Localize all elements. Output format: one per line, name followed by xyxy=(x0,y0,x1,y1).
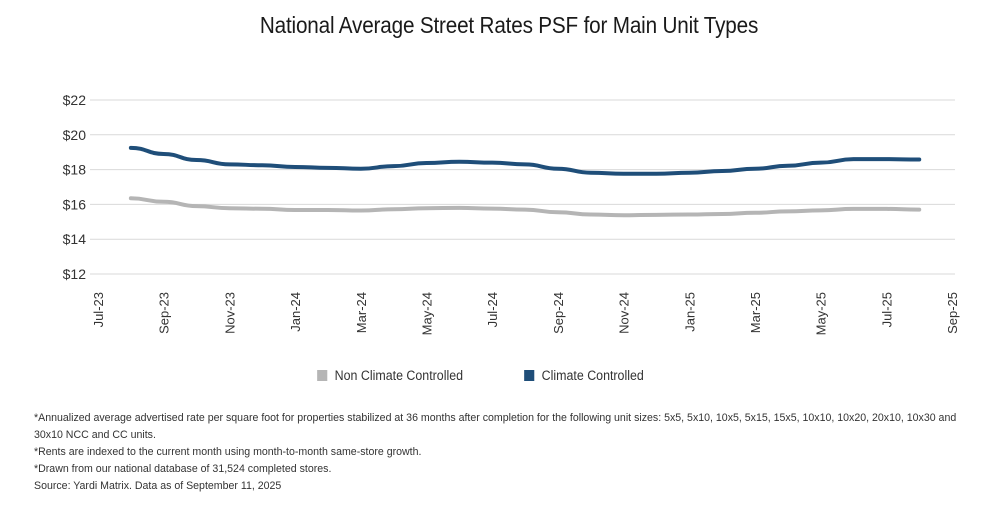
x-tick-label: Jul-23 xyxy=(91,292,106,327)
legend-swatch-ncc xyxy=(317,370,328,381)
cc-point-Oct-23 xyxy=(195,158,199,162)
ncc-point-Feb-24 xyxy=(326,208,330,212)
legend: Non Climate Controlled Climate Controlle… xyxy=(38,368,956,388)
x-tick-label: Nov-24 xyxy=(617,292,632,334)
x-tick-label: Jul-25 xyxy=(879,292,894,327)
legend-item-climate-controlled: Climate Controlled xyxy=(524,368,644,383)
legend-item-non-climate-controlled: Non Climate Controlled xyxy=(317,368,463,383)
x-tick-label: May-25 xyxy=(814,292,829,335)
x-tick-label: Mar-24 xyxy=(354,292,369,333)
ncc-point-Apr-24 xyxy=(392,207,396,211)
ncc-point-Jul-25 xyxy=(884,207,888,211)
cc-point-Aug-25 xyxy=(917,158,921,162)
ncc-point-Aug-24 xyxy=(523,208,527,212)
ncc-point-Jan-25 xyxy=(687,212,691,216)
ncc-point-May-25 xyxy=(819,208,823,212)
ncc-point-Jul-24 xyxy=(490,207,494,211)
x-tick-label: Jul-24 xyxy=(485,292,500,327)
cc-point-Aug-23 xyxy=(129,146,133,150)
ncc-point-Oct-24 xyxy=(589,212,593,216)
ncc-point-Jan-24 xyxy=(293,208,297,212)
cc-point-Aug-24 xyxy=(523,162,527,166)
y-tick-label: $12 xyxy=(63,266,87,282)
cc-point-Jan-24 xyxy=(293,165,297,169)
x-tick-label: Jan-24 xyxy=(288,292,303,332)
cc-point-Feb-25 xyxy=(720,169,724,173)
ncc-point-Aug-23 xyxy=(129,196,133,200)
series-line-non-climate-controlled xyxy=(128,196,922,218)
cc-point-Apr-25 xyxy=(786,164,790,168)
legend-label-cc: Climate Controlled xyxy=(541,368,644,383)
x-tick-label: Sep-24 xyxy=(551,292,566,334)
ncc-point-Mar-24 xyxy=(359,208,363,212)
cc-point-Sep-24 xyxy=(556,167,560,171)
footnotes: *Annualized average advertised rate per … xyxy=(34,410,974,495)
ncc-point-Aug-25 xyxy=(917,208,921,212)
cc-point-Jan-25 xyxy=(687,171,691,175)
cc-point-Apr-24 xyxy=(392,164,396,168)
chart-title: National Average Street Rates PSF for Ma… xyxy=(259,12,759,38)
cc-point-Mar-24 xyxy=(359,167,363,171)
footnote-unit-sizes: *Annualized average advertised rate per … xyxy=(34,412,957,441)
cc-point-Jul-25 xyxy=(884,157,888,161)
ncc-point-Oct-23 xyxy=(195,204,199,208)
footnote-database: *Drawn from our national database of 31,… xyxy=(34,463,332,475)
ncc-point-Dec-24 xyxy=(654,213,658,217)
y-tick-label: $20 xyxy=(63,127,87,143)
cc-point-Oct-24 xyxy=(589,171,593,175)
x-tick-label: Mar-25 xyxy=(748,292,763,333)
cc-point-Feb-24 xyxy=(326,166,330,170)
ncc-point-Nov-24 xyxy=(622,213,626,217)
y-tick-label: $18 xyxy=(63,162,87,178)
series-line-climate-controlled xyxy=(128,145,922,176)
x-tick-label: Nov-23 xyxy=(222,292,237,334)
ncc-point-Dec-23 xyxy=(260,207,264,211)
y-tick-label: $14 xyxy=(63,231,87,247)
cc-point-Dec-24 xyxy=(654,172,658,176)
ncc-point-Jun-25 xyxy=(852,207,856,211)
x-tick-label: Sep-23 xyxy=(157,292,172,334)
cc-point-Dec-23 xyxy=(260,163,264,167)
cc-point-May-24 xyxy=(425,161,429,165)
ncc-point-Sep-24 xyxy=(556,210,560,214)
x-tick-label: May-24 xyxy=(420,292,435,335)
footnote-indexing: *Rents are indexed to the current month … xyxy=(34,446,422,458)
ncc-point-Sep-23 xyxy=(162,200,166,204)
cc-point-May-25 xyxy=(819,161,823,165)
ncc-point-Mar-25 xyxy=(753,211,757,215)
cc-point-Mar-25 xyxy=(753,167,757,171)
ncc-point-Jun-24 xyxy=(457,206,461,210)
cc-point-Jun-24 xyxy=(457,160,461,164)
y-tick-label: $16 xyxy=(63,196,87,212)
ncc-point-Feb-25 xyxy=(720,212,724,216)
ncc-point-Nov-23 xyxy=(227,206,231,210)
legend-swatch-cc xyxy=(524,370,535,381)
ncc-point-Apr-25 xyxy=(786,209,790,213)
y-tick-label: $22 xyxy=(63,92,87,108)
x-tick-label: Sep-25 xyxy=(945,292,960,334)
cc-point-Nov-24 xyxy=(622,172,626,176)
cc-point-Sep-23 xyxy=(162,152,166,156)
ncc-point-May-24 xyxy=(425,206,429,210)
footnote-source: Source: Yardi Matrix. Data as of Septemb… xyxy=(34,480,282,492)
legend-label-ncc: Non Climate Controlled xyxy=(334,368,464,383)
cc-point-Nov-23 xyxy=(227,162,231,166)
cc-point-Jun-25 xyxy=(852,157,856,161)
x-tick-label: Jan-25 xyxy=(682,292,697,332)
line-chart: $12 $14 $16 $18 $20 $22 Jul-23 Sep-23 Nov-23 Jan-… xyxy=(63,92,960,335)
cc-point-Jul-24 xyxy=(490,161,494,165)
